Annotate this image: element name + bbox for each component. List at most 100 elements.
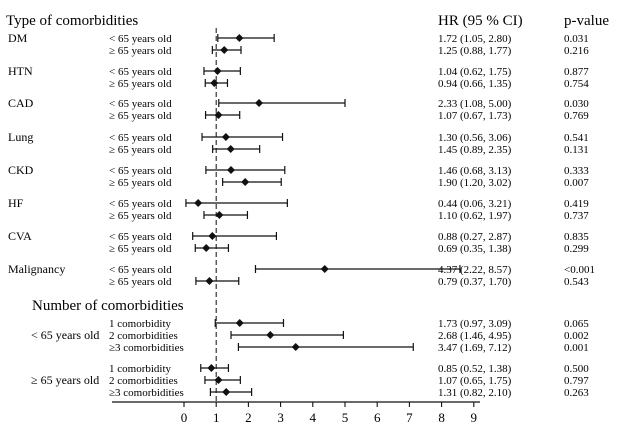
hr-point bbox=[202, 244, 211, 252]
p-value: 0.031 bbox=[564, 33, 589, 45]
hr-point bbox=[227, 166, 236, 174]
hr-point bbox=[320, 265, 329, 273]
row-label: ≥3 comorbidities bbox=[109, 342, 184, 354]
hr-value: 0.94 (0.66, 1.35) bbox=[438, 78, 512, 90]
hr-value: 2.68 (1.46, 4.95) bbox=[438, 330, 512, 342]
hr-value: 1.07 (0.65, 1.75) bbox=[438, 375, 512, 387]
hr-point bbox=[226, 145, 235, 153]
p-value: 0.500 bbox=[564, 363, 589, 375]
hr-point bbox=[207, 364, 216, 372]
p-value: 0.835 bbox=[564, 231, 589, 243]
row-label: < 65 years old bbox=[109, 66, 172, 78]
x-tick-label: 8 bbox=[438, 410, 445, 425]
p-value: 0.299 bbox=[564, 243, 589, 255]
row-label: < 65 years old bbox=[109, 98, 172, 110]
hr-value: 1.10 (0.62, 1.97) bbox=[438, 210, 512, 222]
hr-value: 0.69 (0.35, 1.38) bbox=[438, 243, 512, 255]
x-tick-label: 4 bbox=[310, 410, 317, 425]
hr-value: 1.25 (0.88, 1.77) bbox=[438, 45, 512, 57]
row-label: ≥ 65 years old bbox=[109, 210, 172, 222]
plot-area: DM < 65 years old 1.72 (1.05, 2.80) 0.031 ≥ … bbox=[8, 28, 595, 425]
hr-value: 0.85 (0.52, 1.38) bbox=[438, 363, 512, 375]
hr-point bbox=[205, 277, 214, 285]
row-label: < 65 years old bbox=[109, 264, 172, 276]
p-value: 0.002 bbox=[564, 330, 589, 342]
group-label: Malignancy bbox=[8, 262, 65, 276]
hr-value: 1.46 (0.68, 3.13) bbox=[438, 165, 512, 177]
hr-point bbox=[220, 46, 229, 54]
hr-value: 0.44 (0.06, 3.21) bbox=[438, 198, 512, 210]
row-label: 1 comorbidity bbox=[109, 363, 172, 375]
row-label: ≥ 65 years old bbox=[109, 276, 172, 288]
group-label: CVA bbox=[8, 229, 32, 243]
group-label: HF bbox=[8, 196, 24, 210]
hr-point bbox=[215, 211, 224, 219]
p-value: 0.877 bbox=[564, 66, 589, 78]
hr-point bbox=[210, 79, 219, 87]
row-label: ≥ 65 years old bbox=[109, 110, 172, 122]
x-tick-label: 2 bbox=[245, 410, 252, 425]
column-header-hr: HR (95 % CI) bbox=[438, 13, 523, 29]
row-label: 2 comorbidities bbox=[109, 330, 178, 342]
group-label: < 65 years old bbox=[31, 328, 99, 342]
group-label: CAD bbox=[8, 96, 34, 110]
hr-value: 3.47 (1.69, 7.12) bbox=[438, 342, 512, 354]
hr-point bbox=[214, 376, 223, 384]
row-label: ≥ 65 years old bbox=[109, 45, 172, 57]
hr-value: 1.72 (1.05, 2.80) bbox=[438, 33, 512, 45]
row-label: < 65 years old bbox=[109, 33, 172, 45]
section-title-number: Number of comorbidities bbox=[32, 298, 184, 314]
row-label: ≥ 65 years old bbox=[109, 78, 172, 90]
hr-point bbox=[266, 331, 275, 339]
p-value: 0.419 bbox=[564, 198, 589, 210]
p-value: 0.065 bbox=[564, 318, 589, 330]
p-value: 0.333 bbox=[564, 165, 589, 177]
section-title-type: Type of comorbidities bbox=[6, 13, 138, 29]
row-label: ≥3 comorbidities bbox=[109, 387, 184, 399]
row-label: ≥ 65 years old bbox=[109, 144, 172, 156]
hr-point bbox=[213, 67, 222, 75]
p-value: <0.001 bbox=[564, 264, 595, 276]
x-tick-label: 3 bbox=[277, 410, 284, 425]
p-value: 0.737 bbox=[564, 210, 589, 222]
p-value: 0.543 bbox=[564, 276, 589, 288]
group-label: CKD bbox=[8, 163, 34, 177]
column-header-p: p-value bbox=[564, 13, 609, 29]
hr-value: 1.07 (0.67, 1.73) bbox=[438, 110, 512, 122]
hr-point bbox=[235, 319, 244, 327]
hr-point bbox=[222, 388, 231, 396]
group-label: Lung bbox=[8, 130, 33, 144]
group-label: ≥ 65 years old bbox=[31, 373, 99, 387]
hr-value: 2.33 (1.08, 5.00) bbox=[438, 98, 512, 110]
x-tick-label: 9 bbox=[471, 410, 478, 425]
hr-value: 1.45 (0.89, 2.35) bbox=[438, 144, 512, 156]
row-label: < 65 years old bbox=[109, 231, 172, 243]
hr-value: 1.73 (0.97, 3.09) bbox=[438, 318, 512, 330]
hr-point bbox=[221, 133, 230, 141]
p-value: 0.797 bbox=[564, 375, 589, 387]
p-value: 0.263 bbox=[564, 387, 589, 399]
row-label: ≥ 65 years old bbox=[109, 243, 172, 255]
x-tick-label: 0 bbox=[181, 410, 188, 425]
hr-point bbox=[208, 232, 217, 240]
hr-point bbox=[291, 343, 300, 351]
p-value: 0.541 bbox=[564, 132, 589, 144]
hr-value: 0.88 (0.27, 2.87) bbox=[438, 231, 512, 243]
p-value: 0.769 bbox=[564, 110, 589, 122]
row-label: < 65 years old bbox=[109, 165, 172, 177]
x-tick-label: 1 bbox=[213, 410, 220, 425]
hr-point bbox=[255, 99, 264, 107]
p-value: 0.030 bbox=[564, 98, 589, 110]
p-value: 0.754 bbox=[564, 78, 589, 90]
x-tick-label: 5 bbox=[342, 410, 349, 425]
row-label: ≥ 65 years old bbox=[109, 177, 172, 189]
hr-value: 1.31 (0.82, 2.10) bbox=[438, 387, 512, 399]
hr-value: 4.37 (2.22, 8.57) bbox=[438, 264, 512, 276]
x-tick-label: 7 bbox=[406, 410, 413, 425]
hr-value: 1.30 (0.56, 3.06) bbox=[438, 132, 512, 144]
group-label: DM bbox=[8, 31, 28, 45]
hr-point bbox=[194, 199, 203, 207]
hr-point bbox=[235, 34, 244, 42]
hr-value: 0.79 (0.37, 1.70) bbox=[438, 276, 512, 288]
